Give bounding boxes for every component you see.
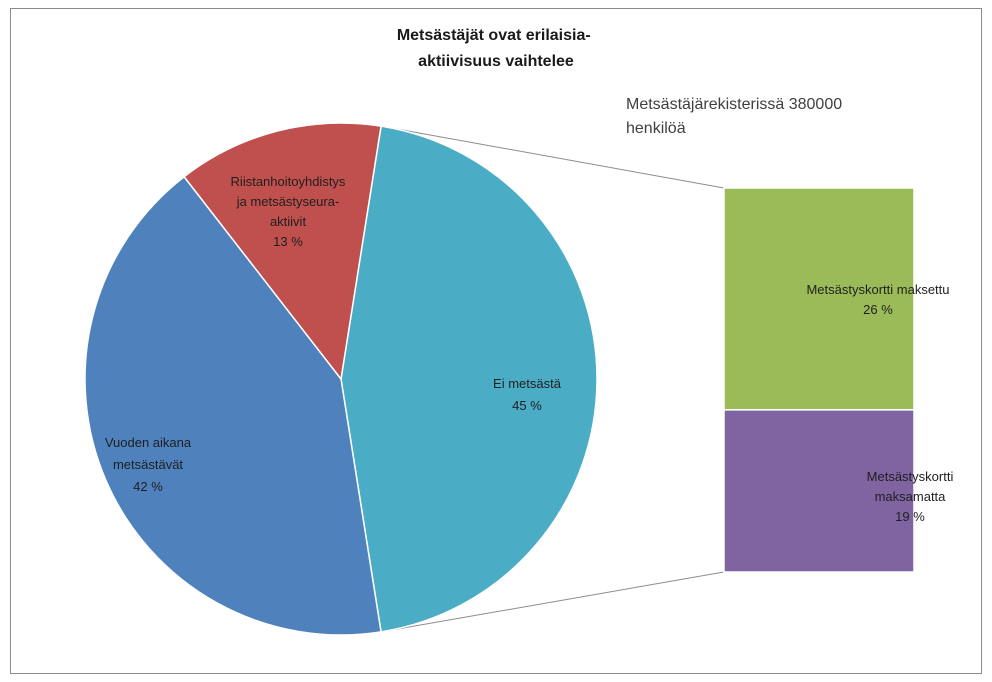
data-label-value-vuoden-aikana-metsastavat: 42 % (133, 479, 163, 494)
data-label-value-metsastyskortti-maksamatta: 19 % (895, 509, 925, 524)
data-label-text-metsastyskortti-maksamatta: Metsästyskortti (867, 469, 954, 484)
data-label-text-riistanhoitoyhdistys-ja-metsastyseura-aktiivit: ja metsästyseura- (236, 194, 340, 209)
data-label-vuoden-aikana-metsastavat: Vuoden aikana metsästävät 42 % (105, 435, 192, 494)
data-label-value-riistanhoitoyhdistys-ja-metsastyseura-aktiivit: 13 % (273, 234, 303, 249)
bar-segment-metsastyskortti-maksettu (723, 187, 915, 411)
pie-slice-vuoden-aikana-metsastavat (84, 175, 382, 636)
data-label-metsastyskortti-maksamatta: Metsästyskortti maksamatta 19 % (867, 469, 954, 524)
data-label-metsastyskortti-maksettu: Metsästyskortti maksettu 26 % (806, 282, 949, 317)
data-label-text-metsastyskortti-maksamatta: maksamatta (875, 489, 947, 504)
chart-title: Metsästäjät ovat erilaisia- aktiivisuus … (397, 27, 595, 70)
stacked-bar (723, 187, 915, 573)
chart-title-line-1: Metsästäjät ovat erilaisia- (397, 27, 591, 44)
data-label-value-metsastyskortti-maksettu: 26 % (863, 302, 893, 317)
chart-note-line-1: Metsästäjärekisterissä 380000 (626, 96, 842, 113)
chart-note-line-2: henkilöä (626, 120, 686, 137)
pie-slice-riistanhoitoyhdistys-ja-metsastyseura-aktiivit (183, 122, 382, 381)
data-label-text-vuoden-aikana-metsastavat: metsästävät (113, 457, 183, 472)
pie-slice-ei-metsasta (340, 125, 598, 633)
chart-note: Metsästäjärekisterissä 380000 henkilöä (626, 96, 847, 137)
data-label-text-ei-metsasta: Ei metsästä (493, 376, 562, 391)
data-label-text-vuoden-aikana-metsastavat: Vuoden aikana (105, 435, 192, 450)
data-label-riistanhoitoyhdistys-ja-metsastyseura-aktiivit: Riistanhoitoyhdistys ja metsästyseura-akt… (231, 174, 346, 249)
chart-title-line-2: aktiivisuus vaihtelee (418, 53, 574, 70)
data-label-text-metsastyskortti-maksettu: Metsästyskortti maksettu (806, 282, 949, 297)
data-label-text-riistanhoitoyhdistys-ja-metsastyseura-aktiivit: aktiivit (270, 214, 307, 229)
data-label-ei-metsasta: Ei metsästä 45 % (493, 376, 562, 413)
pie (84, 122, 598, 636)
connector-line-bottom (380, 571, 725, 633)
data-label-text-riistanhoitoyhdistys-ja-metsastyseura-aktiivit: Riistanhoitoyhdistys (231, 174, 346, 189)
connector-line-top (380, 125, 725, 189)
data-label-value-ei-metsasta: 45 % (512, 398, 542, 413)
bar-segment-metsastyskortti-maksamatta (723, 409, 915, 573)
data-labels: Ei metsästä 45 % Vuoden aikana metsästävät 4… (105, 174, 954, 524)
connector-lines (380, 125, 725, 633)
